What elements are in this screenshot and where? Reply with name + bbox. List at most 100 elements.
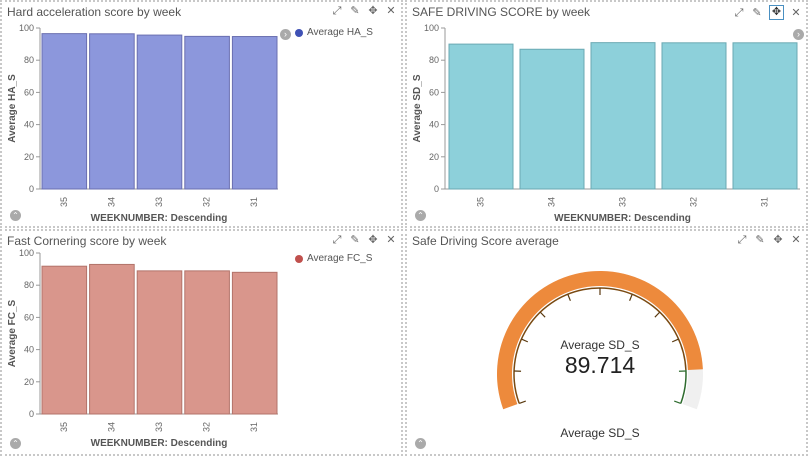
bar[interactable] — [184, 270, 230, 415]
x-axis-title: WEEKNUMBER: Descending — [91, 213, 228, 224]
legend-toggle-icon[interactable]: › — [793, 29, 804, 40]
panel-controls: ⤢ ✎ ✥ ✕ — [736, 234, 802, 246]
legend-toggle-icon[interactable]: › — [280, 29, 291, 40]
bar[interactable] — [448, 43, 514, 190]
bar[interactable] — [519, 48, 585, 190]
x-tick-label: 32 — [689, 197, 699, 207]
x-tick-label: 34 — [106, 422, 116, 432]
expand-icon[interactable]: ⤢ — [737, 234, 747, 246]
bar[interactable] — [231, 271, 278, 415]
bar-chart: 0 20 40 60 80 100 35 34 33 32 31 WEEKNUMBER: Descen… — [7, 248, 278, 449]
x-tick-label: 34 — [106, 197, 116, 207]
y-tick-label: 20 — [24, 377, 34, 387]
panel-title: SAFE DRIVING SCORE by week — [412, 5, 591, 19]
x-axis-title: WEEKNUMBER: Descending — [91, 438, 228, 449]
collapse-icon[interactable]: ⌃ — [415, 438, 426, 449]
legend[interactable]: Average HA_S — [295, 27, 373, 38]
gauge-tick — [671, 338, 679, 343]
y-tick-label: 0 — [434, 184, 439, 194]
y-tick-label: 60 — [429, 87, 439, 97]
move-icon[interactable]: ✥ — [368, 5, 378, 17]
gauge-label: Average SD_S — [560, 338, 639, 352]
legend[interactable]: Average FC_S — [295, 253, 372, 264]
panel-gauge: Safe Driving Score average ⤢ ✎ ✥ ✕ Avera… — [405, 229, 808, 456]
legend-label: Average HA_S — [307, 27, 373, 38]
bar[interactable] — [590, 42, 656, 190]
x-tick-label: 35 — [59, 197, 69, 207]
move-icon[interactable]: ✥ — [773, 234, 783, 246]
gauge-tick — [521, 338, 529, 343]
y-tick-label: 60 — [24, 312, 34, 322]
panel-controls: ⤢ ✎ ✥ ✕ — [331, 234, 397, 246]
bar[interactable] — [89, 263, 135, 415]
legend-dot — [295, 28, 303, 37]
gauge-tick — [539, 311, 546, 318]
x-tick-label: 33 — [154, 197, 164, 207]
close-icon[interactable]: ✕ — [791, 6, 801, 19]
expand-icon[interactable]: ⤢ — [332, 234, 342, 246]
panel-title: Hard acceleration score by week — [7, 5, 182, 19]
bar[interactable] — [184, 35, 230, 190]
gauge-tick — [674, 400, 682, 404]
x-tick-label: 31 — [249, 422, 259, 432]
bar[interactable] — [231, 36, 278, 190]
panel-safe-driving-score: SAFE DRIVING SCORE by week ⤢ ✎ ✥ ✕ 0 20 40… — [405, 0, 808, 228]
bar[interactable] — [136, 34, 183, 190]
bar-chart: 0 20 40 60 80 100 35 34 33 32 31 WEEKNUMBER: Descen… — [412, 23, 800, 224]
x-tick-label: 33 — [618, 197, 628, 207]
edit-icon[interactable]: ✎ — [752, 6, 762, 19]
close-icon[interactable]: ✕ — [386, 5, 396, 17]
bar[interactable] — [41, 33, 88, 190]
panel-hard-acceleration: Hard acceleration score by week ⤢ ✎ ✥ ✕ … — [0, 0, 403, 228]
panel-title: Safe Driving Score average — [412, 234, 559, 248]
collapse-icon[interactable]: ⌃ — [10, 210, 21, 221]
x-tick-label: 31 — [249, 197, 259, 207]
y-tick-label: 20 — [24, 152, 34, 162]
collapse-icon[interactable]: ⌃ — [10, 438, 21, 449]
x-tick-label: 32 — [202, 422, 212, 432]
bar-chart: 0 20 40 60 80 100 35 34 33 32 31 WEEKNUMBER: Descen… — [7, 23, 278, 224]
bar[interactable] — [661, 42, 727, 190]
y-axis-title: Average FC_S — [7, 299, 18, 367]
bar[interactable] — [732, 42, 798, 190]
y-tick-label: 100 — [19, 23, 34, 33]
close-icon[interactable]: ✕ — [791, 234, 801, 246]
expand-icon[interactable]: ⤢ — [734, 6, 744, 19]
y-tick-label: 0 — [29, 184, 34, 194]
x-tick-label: 34 — [547, 197, 557, 207]
bar[interactable] — [136, 270, 183, 415]
panel-fast-cornering: Fast Cornering score by week ⤢ ✎ ✥ ✕ 0 20… — [0, 229, 403, 456]
close-icon[interactable]: ✕ — [386, 234, 396, 246]
gauge-tick — [654, 311, 661, 318]
y-tick-label: 100 — [424, 23, 439, 33]
y-tick-label: 60 — [24, 87, 34, 97]
y-tick-label: 40 — [24, 345, 34, 355]
y-tick-label: 80 — [429, 55, 439, 65]
y-tick-label: 80 — [24, 280, 34, 290]
bar[interactable] — [41, 265, 88, 415]
x-axis-title: WEEKNUMBER: Descending — [554, 213, 691, 224]
gauge: Average SD_S 89.714 Average SD_S — [497, 271, 703, 440]
panel-controls: ⤢ ✎ ✥ ✕ — [733, 5, 802, 20]
edit-icon[interactable]: ✎ — [755, 234, 765, 246]
move-icon[interactable]: ✥ — [368, 234, 378, 246]
edit-icon[interactable]: ✎ — [350, 234, 360, 246]
gauge-tick — [518, 400, 526, 404]
x-tick-label: 35 — [59, 422, 69, 432]
move-icon[interactable]: ✥ — [769, 5, 784, 20]
y-tick-label: 80 — [24, 55, 34, 65]
y-tick-label: 20 — [429, 152, 439, 162]
x-tick-label: 33 — [154, 422, 164, 432]
edit-icon[interactable]: ✎ — [350, 5, 360, 17]
x-tick-label: 32 — [202, 197, 212, 207]
y-tick-label: 40 — [24, 120, 34, 130]
gauge-tick — [629, 294, 633, 301]
gauge-footer: Average SD_S — [560, 426, 639, 440]
expand-icon[interactable]: ⤢ — [332, 5, 342, 17]
panel-title: Fast Cornering score by week — [7, 234, 167, 248]
bar[interactable] — [89, 33, 135, 190]
collapse-icon[interactable]: ⌃ — [415, 210, 426, 221]
gauge-value: 89.714 — [565, 352, 636, 378]
x-tick-label: 35 — [476, 197, 486, 207]
legend-dot — [295, 254, 303, 263]
